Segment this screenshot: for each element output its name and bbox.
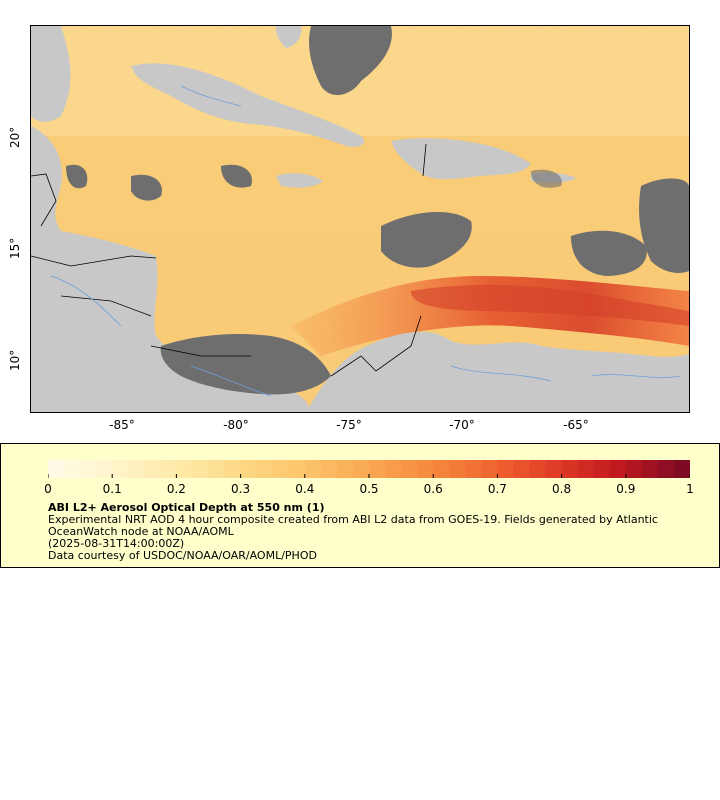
color-scale-swatch bbox=[609, 460, 627, 478]
x-tick-label: -70° bbox=[449, 418, 475, 432]
color-scale-swatch bbox=[401, 460, 418, 478]
cuba-landmass bbox=[131, 63, 365, 147]
legend-timestamp: (2025-08-31T14:00:00Z) bbox=[48, 537, 185, 550]
color-scale-swatch bbox=[577, 460, 595, 478]
hispaniola-landmass bbox=[391, 138, 531, 180]
color-scale-swatch bbox=[657, 460, 675, 478]
color-scale-label: 0.3 bbox=[231, 482, 251, 496]
color-scale-label: 0.8 bbox=[552, 482, 572, 496]
y-tick-label: 20° bbox=[8, 126, 22, 148]
color-scale-label: 0.7 bbox=[487, 482, 507, 496]
y-tick-label: 10° bbox=[8, 349, 22, 371]
color-scale-swatch bbox=[272, 460, 290, 478]
legend-description: Experimental NRT AOD 4 hour composite cr… bbox=[48, 513, 658, 538]
color-scale-label: 0 bbox=[44, 482, 52, 496]
legend-title: ABI L2+ Aerosol Optical Depth at 550 nm … bbox=[48, 501, 325, 514]
color-scale-swatch bbox=[144, 460, 161, 478]
color-scale-label: 0.6 bbox=[423, 482, 443, 496]
x-tick-label: -80° bbox=[223, 418, 249, 432]
y-tick-label: 15° bbox=[8, 237, 22, 259]
color-scale-swatch bbox=[96, 460, 113, 478]
color-scale-swatch bbox=[352, 460, 370, 478]
map-canvas bbox=[31, 26, 689, 412]
color-scale-swatch bbox=[449, 460, 466, 478]
color-scale-swatch bbox=[513, 460, 530, 478]
color-scale-swatch bbox=[641, 460, 659, 478]
color-scale-swatch bbox=[48, 460, 65, 478]
color-scale-swatch bbox=[112, 460, 129, 478]
color-scale-swatch bbox=[465, 460, 482, 478]
x-tick-label: -85° bbox=[109, 418, 135, 432]
color-scale-swatch bbox=[224, 460, 242, 478]
color-scale-swatch bbox=[304, 460, 322, 478]
color-scale-swatch bbox=[625, 460, 643, 478]
color-scale-swatch bbox=[320, 460, 338, 478]
color-scale-swatch bbox=[417, 460, 434, 478]
color-scale-bar bbox=[48, 460, 690, 478]
color-scale-swatch bbox=[673, 460, 690, 478]
x-tick-label: -65° bbox=[563, 418, 589, 432]
cloud-mask bbox=[309, 26, 392, 96]
central-america-landmass bbox=[31, 126, 311, 412]
color-scale-swatch bbox=[80, 460, 97, 478]
color-scale-swatch bbox=[208, 460, 226, 478]
x-tick-label: -75° bbox=[336, 418, 362, 432]
color-scale-swatch bbox=[288, 460, 306, 478]
color-scale-swatch bbox=[497, 460, 514, 478]
color-scale-swatch bbox=[433, 460, 450, 478]
country-boundaries bbox=[31, 173, 422, 377]
color-scale-swatch bbox=[240, 460, 258, 478]
color-scale-label: 0.4 bbox=[295, 482, 315, 496]
color-scale-label: 0.1 bbox=[102, 482, 122, 496]
jamaica-landmass bbox=[276, 173, 323, 188]
color-scale-swatch bbox=[192, 460, 209, 478]
color-scale-swatch bbox=[336, 460, 354, 478]
color-scale-label: 0.2 bbox=[166, 482, 186, 496]
color-scale-swatch bbox=[481, 460, 498, 478]
color-scale-swatch bbox=[529, 460, 547, 478]
legend-credit: Data courtesy of USDOC/NOAA/OAR/AOML/PHO… bbox=[48, 549, 317, 562]
color-scale-swatch bbox=[369, 460, 386, 478]
color-scale-swatch bbox=[256, 460, 274, 478]
color-scale-swatch bbox=[128, 460, 145, 478]
color-scale-swatch bbox=[64, 460, 81, 478]
color-scale-swatch bbox=[545, 460, 563, 478]
color-scale-swatch bbox=[593, 460, 611, 478]
south-america-landmass bbox=[306, 331, 689, 412]
color-scale-label: 0.5 bbox=[359, 482, 379, 496]
legend-panel: 0 0.1 0.2 0.3 0.4 0.5 0.6 0.7 0.8 0.9 1 ABI L2+ Ae… bbox=[0, 443, 720, 568]
color-scale-swatch bbox=[561, 460, 579, 478]
color-scale-swatch bbox=[160, 460, 177, 478]
color-scale-label: 0.9 bbox=[616, 482, 636, 496]
rivers bbox=[50, 85, 682, 397]
color-scale-label: 1 bbox=[686, 482, 694, 496]
color-scale-swatch bbox=[385, 460, 402, 478]
color-scale-swatch bbox=[176, 460, 193, 478]
aod-map bbox=[30, 25, 690, 413]
